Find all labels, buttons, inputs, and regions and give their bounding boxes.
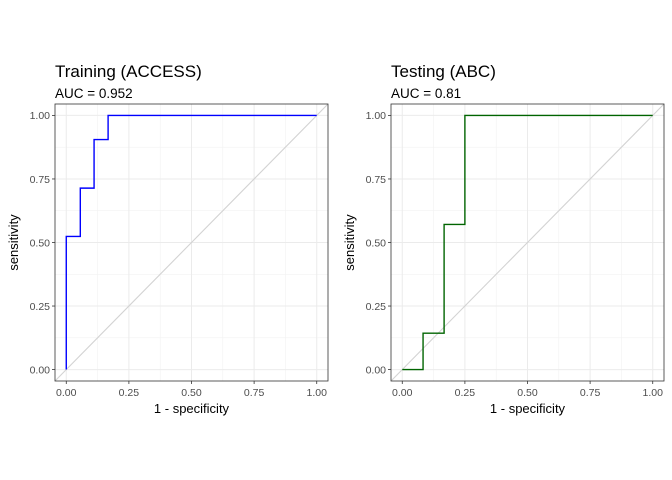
x-axis-label: 1 - specificity <box>490 401 566 416</box>
x-tick-label: 0.25 <box>455 387 476 399</box>
reference-diagonal-line <box>54 103 329 382</box>
y-tick-label: 0.00 <box>366 364 387 376</box>
y-tick-label: 1.00 <box>30 110 51 122</box>
x-axis-label: 1 - specificity <box>154 401 230 416</box>
y-tick-label: 0.75 <box>30 174 51 186</box>
y-tick-label: 0.50 <box>30 237 51 249</box>
x-tick-label: 0.50 <box>517 387 538 399</box>
y-tick-label: 0.25 <box>366 301 387 313</box>
x-tick-label: 0.25 <box>119 387 140 399</box>
chart-subtitle: AUC = 0.952 <box>55 86 133 101</box>
x-tick-label: 0.50 <box>181 387 202 399</box>
chart-title: Testing (ABC) <box>391 62 496 81</box>
x-tick-label: 0.75 <box>580 387 601 399</box>
roc-curve-line <box>402 114 653 371</box>
x-tick-label: 0.00 <box>56 387 77 399</box>
x-tick-label: 0.75 <box>244 387 265 399</box>
x-tick-label: 1.00 <box>307 387 328 399</box>
chart-panel-1: Training (ACCESS) AUC = 0.952 0.00 0.00 0.25… <box>6 62 329 416</box>
y-axis-label: sensitivity <box>6 214 21 271</box>
chart-title: Training (ACCESS) <box>55 62 202 81</box>
chart-panel-2: Testing (ABC) AUC = 0.81 0.00 0.00 0.25 0.25 0… <box>342 62 665 416</box>
y-tick-label: 0.75 <box>366 174 387 186</box>
y-tick-label: 1.00 <box>366 110 387 122</box>
y-tick-label: 0.25 <box>30 301 51 313</box>
x-tick-label: 1.00 <box>643 387 664 399</box>
x-tick-label: 0.00 <box>392 387 413 399</box>
chart-subtitle: AUC = 0.81 <box>391 86 461 101</box>
reference-diagonal-line <box>390 103 665 382</box>
y-tick-label: 0.00 <box>30 364 51 376</box>
y-tick-label: 0.50 <box>366 237 387 249</box>
y-axis-label: sensitivity <box>342 214 357 271</box>
roc-curve-line <box>65 114 317 370</box>
